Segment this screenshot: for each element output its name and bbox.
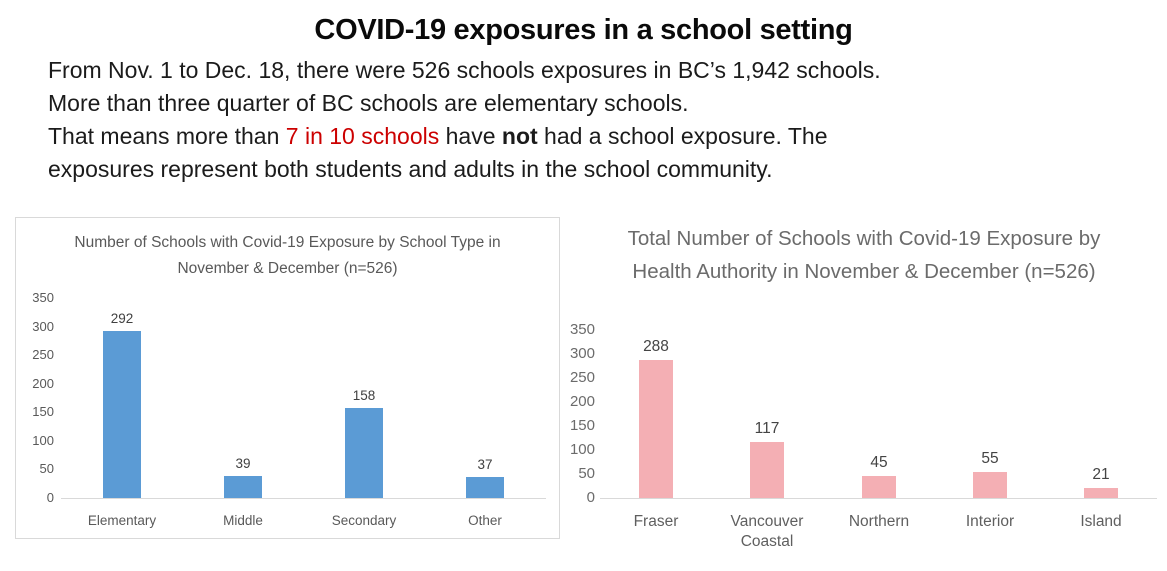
chart-school-type-title: Number of Schools with Covid-19 Exposure… xyxy=(74,234,501,277)
intro-highlight-red: 7 in 10 schools xyxy=(285,123,440,149)
bar xyxy=(103,331,141,498)
bar xyxy=(345,408,383,498)
x-category-label: Secondary xyxy=(331,513,397,528)
bar-value-label: 158 xyxy=(352,387,376,403)
chart-health-authority-title: Total Number of Schools with Covid-19 Ex… xyxy=(627,227,1101,283)
bar-value-label: 288 xyxy=(643,337,669,355)
bar-value-label: 55 xyxy=(981,449,999,467)
bar xyxy=(750,442,784,498)
y-tick-label: 50 xyxy=(578,464,595,482)
intro-line-4: exposures represent both students and ad… xyxy=(48,156,773,182)
intro-line-3: That means more than 7 in 10 schools hav… xyxy=(48,120,1128,153)
bar-value-label: 292 xyxy=(110,310,134,326)
y-tick-label: 0 xyxy=(586,488,595,506)
intro-line-3-before: That means more than xyxy=(48,123,286,149)
y-tick-label: 200 xyxy=(32,375,54,391)
intro-line-2: More than three quarter of BC schools ar… xyxy=(48,90,689,116)
bar xyxy=(639,360,673,498)
x-axis-line xyxy=(61,498,546,499)
intro-text: From Nov. 1 to Dec. 18, there were 526 s… xyxy=(48,54,1128,186)
y-tick-label: 350 xyxy=(569,320,595,338)
y-tick-label: 300 xyxy=(569,344,595,362)
y-tick-label: 350 xyxy=(32,289,54,305)
y-tick-label: 100 xyxy=(32,432,54,448)
x-category-label: Northern xyxy=(848,513,910,530)
y-tick-label: 50 xyxy=(39,461,54,477)
intro-line-3-mid: have xyxy=(439,123,502,149)
x-category-label: Fraser xyxy=(633,513,679,530)
chart-health-authority: Total Number of Schools with Covid-19 Ex… xyxy=(565,220,1163,568)
bar xyxy=(973,472,1007,498)
page-title: COVID-19 exposures in a school setting xyxy=(314,14,853,46)
y-tick-label: 0 xyxy=(46,489,54,505)
x-category-label: Elementary xyxy=(87,513,157,528)
bar-value-label: 39 xyxy=(235,455,251,471)
y-tick-label: 250 xyxy=(569,368,595,386)
bar-value-label: 37 xyxy=(477,456,493,472)
chart-school-type-plot: 0 50 100 150 200 250 300 350 292 Elementary 39 Midd… xyxy=(16,218,559,538)
intro-line-1: From Nov. 1 to Dec. 18, there were 526 s… xyxy=(48,57,881,83)
intro-line-3-after: had a school exposure. The xyxy=(537,123,828,149)
x-category-label: Vancouver Coastal xyxy=(730,513,804,551)
bar xyxy=(224,476,262,498)
intro-bold-not: not xyxy=(501,123,538,149)
bar-value-label: 117 xyxy=(754,419,780,437)
y-tick-label: 300 xyxy=(32,318,54,334)
x-category-label: Island xyxy=(1080,513,1122,530)
y-tick-label: 200 xyxy=(569,392,595,410)
bar xyxy=(466,477,504,498)
x-category-label: Interior xyxy=(965,513,1015,530)
bar-value-label: 45 xyxy=(870,453,888,471)
bar-value-label: 21 xyxy=(1092,465,1110,483)
x-category-label: Other xyxy=(468,513,502,528)
bar xyxy=(1084,488,1118,498)
x-axis-line xyxy=(600,498,1157,499)
bar xyxy=(862,476,896,498)
x-category-label: Middle xyxy=(223,513,263,528)
y-tick-label: 150 xyxy=(569,416,595,434)
chart-school-type: Number of Schools with Covid-19 Exposure… xyxy=(15,217,560,539)
chart-health-authority-plot: 0 50 100 150 200 250 300 350 288 Fraser 117 Vancouv… xyxy=(565,220,1163,568)
y-tick-label: 100 xyxy=(569,440,595,458)
y-tick-label: 250 xyxy=(32,347,54,363)
y-tick-label: 150 xyxy=(32,404,54,420)
